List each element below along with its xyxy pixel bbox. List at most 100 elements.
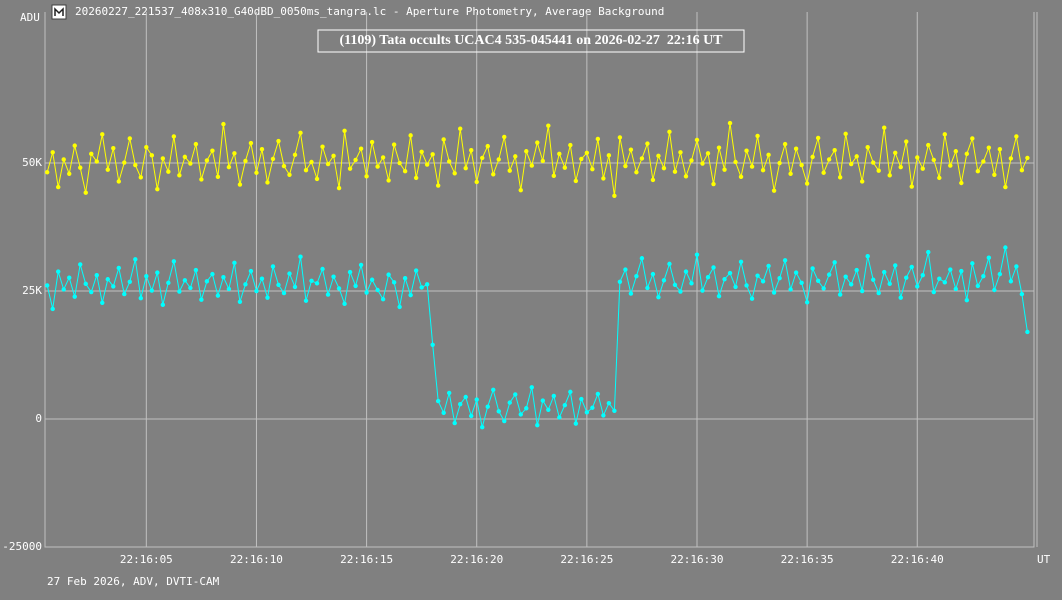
data-point: [424, 162, 430, 167]
data-point: [540, 398, 546, 403]
plot-area: -25000 0 25K 50K 22:16:05 22:16:10 22:16:15 22:…: [2, 12, 1038, 566]
data-point: [546, 123, 551, 128]
data-point: [981, 273, 986, 279]
data-point: [369, 139, 375, 145]
data-point: [463, 394, 468, 400]
data-point: [45, 170, 50, 175]
data-point: [502, 134, 507, 140]
window-title: 20260227_221537_408x310_G40dBD_0050ms_ta…: [75, 5, 664, 18]
data-point: [826, 157, 832, 162]
data-point: [744, 148, 749, 153]
data-point: [72, 294, 77, 299]
data-point: [700, 161, 705, 166]
data-point: [155, 270, 160, 275]
data-point: [452, 171, 457, 176]
data-point: [469, 148, 474, 153]
data-point: [771, 188, 777, 193]
data-point: [590, 166, 595, 172]
data-point: [188, 285, 193, 291]
data-point: [711, 181, 716, 187]
data-point: [738, 174, 744, 180]
data-point: [694, 137, 700, 143]
data-point: [413, 175, 419, 181]
data-point: [854, 267, 859, 273]
data-point: [518, 187, 523, 193]
data-point: [639, 156, 645, 161]
data-point: [331, 153, 336, 159]
data-point: [986, 145, 992, 150]
data-point: [452, 420, 457, 426]
x-tick-label: 22:16:25: [560, 553, 613, 566]
data-point: [788, 171, 793, 176]
data-point: [446, 159, 452, 164]
data-point: [992, 287, 997, 293]
data-point: [992, 172, 997, 178]
data-point: [391, 280, 397, 285]
data-point: [232, 260, 237, 266]
data-point: [430, 342, 435, 347]
data-point: [926, 249, 931, 255]
data-point: [937, 276, 942, 281]
y-axis-label: ADU: [20, 11, 40, 24]
data-point: [408, 133, 413, 138]
data-point: [1008, 156, 1014, 161]
data-point: [1003, 245, 1008, 250]
data-point: [502, 418, 507, 424]
data-point: [116, 179, 121, 184]
data-point: [50, 306, 55, 312]
data-point: [898, 164, 903, 170]
data-point: [254, 170, 259, 175]
data-point: [843, 131, 848, 137]
data-point: [364, 174, 369, 179]
data-point: [408, 292, 413, 298]
data-point: [144, 273, 149, 279]
data-point: [650, 177, 656, 183]
data-point: [61, 157, 66, 162]
data-point: [1025, 155, 1030, 161]
data-point: [551, 393, 557, 399]
data-point: [524, 149, 529, 154]
data-point: [177, 289, 182, 294]
data-point: [986, 255, 992, 260]
data-point: [127, 136, 133, 141]
data-point: [524, 406, 529, 411]
data-point: [199, 297, 204, 302]
data-point: [645, 141, 650, 146]
x-tick-label: 22:16:20: [450, 553, 503, 566]
data-point: [325, 292, 331, 297]
data-point: [232, 151, 237, 156]
data-point: [893, 263, 898, 268]
data-point: [705, 274, 711, 280]
data-point: [221, 274, 226, 280]
data-point: [56, 184, 61, 190]
data-point: [309, 159, 314, 165]
data-point: [766, 152, 771, 158]
data-point: [469, 413, 474, 419]
data-point: [948, 163, 953, 168]
data-point: [667, 261, 672, 267]
data-point: [287, 271, 292, 276]
data-point: [1014, 264, 1019, 269]
data-point: [160, 156, 166, 161]
data-point: [799, 280, 804, 286]
data-point: [744, 283, 749, 288]
data-point: [953, 149, 959, 154]
data-point: [1019, 167, 1025, 173]
data-point: [138, 295, 144, 301]
data-point: [270, 264, 276, 269]
x-tick-label: 22:16:40: [891, 553, 944, 566]
data-point: [909, 264, 914, 270]
data-point: [535, 140, 540, 145]
data-point: [694, 252, 700, 257]
data-point: [557, 151, 562, 157]
data-point: [711, 265, 716, 270]
data-point: [83, 281, 88, 287]
data-point: [89, 151, 94, 157]
data-point: [595, 136, 601, 142]
data-point: [303, 298, 309, 303]
data-point: [243, 282, 248, 287]
data-point: [590, 405, 595, 410]
data-point: [964, 151, 970, 157]
data-point: [160, 302, 166, 308]
